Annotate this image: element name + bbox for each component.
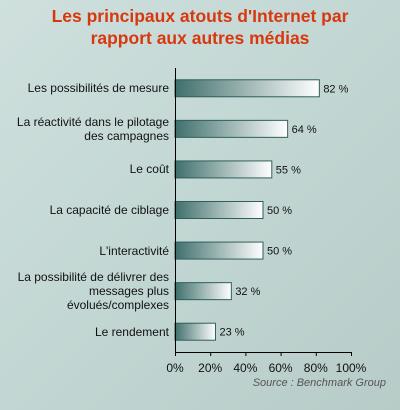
bar-value-label: 55 % (276, 164, 301, 176)
category-label: La réactivité dans le pilotage des campa… (16, 114, 169, 143)
category-label: Le rendement (94, 324, 169, 339)
bar-value-label: 23 % (219, 327, 244, 339)
chart-title-line-1: Les principaux atouts d'Internet par (51, 6, 349, 26)
x-tick-label: 100% (335, 361, 367, 375)
bar-1 (174, 79, 320, 98)
chart-title: Les principaux atouts d'Internet par rap… (0, 5, 400, 49)
bar-5 (174, 241, 264, 260)
bar-value-label: 82 % (323, 83, 348, 95)
axes (175, 68, 352, 356)
x-tick-label: 60% (268, 361, 293, 375)
category-label: La capacité de ciblage (49, 203, 169, 217)
chart-title-line-2: rapport aux autres médias (90, 28, 310, 48)
category-label: L'interactivité (99, 243, 169, 258)
x-tick-label: 80% (303, 361, 328, 375)
category-label: Les possibilités de mesure (27, 81, 169, 96)
bar-3 (174, 160, 273, 179)
bar-2 (174, 119, 289, 138)
x-tick-label: 0% (166, 361, 184, 375)
bar-4 (174, 201, 264, 219)
bar-value-label: 50 % (267, 205, 292, 217)
source-note: Source : Benchmark Group (252, 377, 386, 389)
x-tick-label: 40% (233, 361, 258, 375)
bar-value-label: 32 % (235, 286, 260, 298)
bars: 82 % 64 % 55 % 50 % 50 % 32 % 23 % (174, 79, 349, 341)
bar-6 (174, 282, 232, 301)
bar-7 (174, 322, 216, 341)
bar-value-label: 64 % (292, 124, 317, 136)
category-label: La possibilité de délivrer des messages … (17, 270, 169, 313)
bar-value-label: 50 % (267, 246, 292, 258)
category-label: Le coût (129, 162, 169, 177)
x-tick-label: 20% (198, 361, 223, 375)
